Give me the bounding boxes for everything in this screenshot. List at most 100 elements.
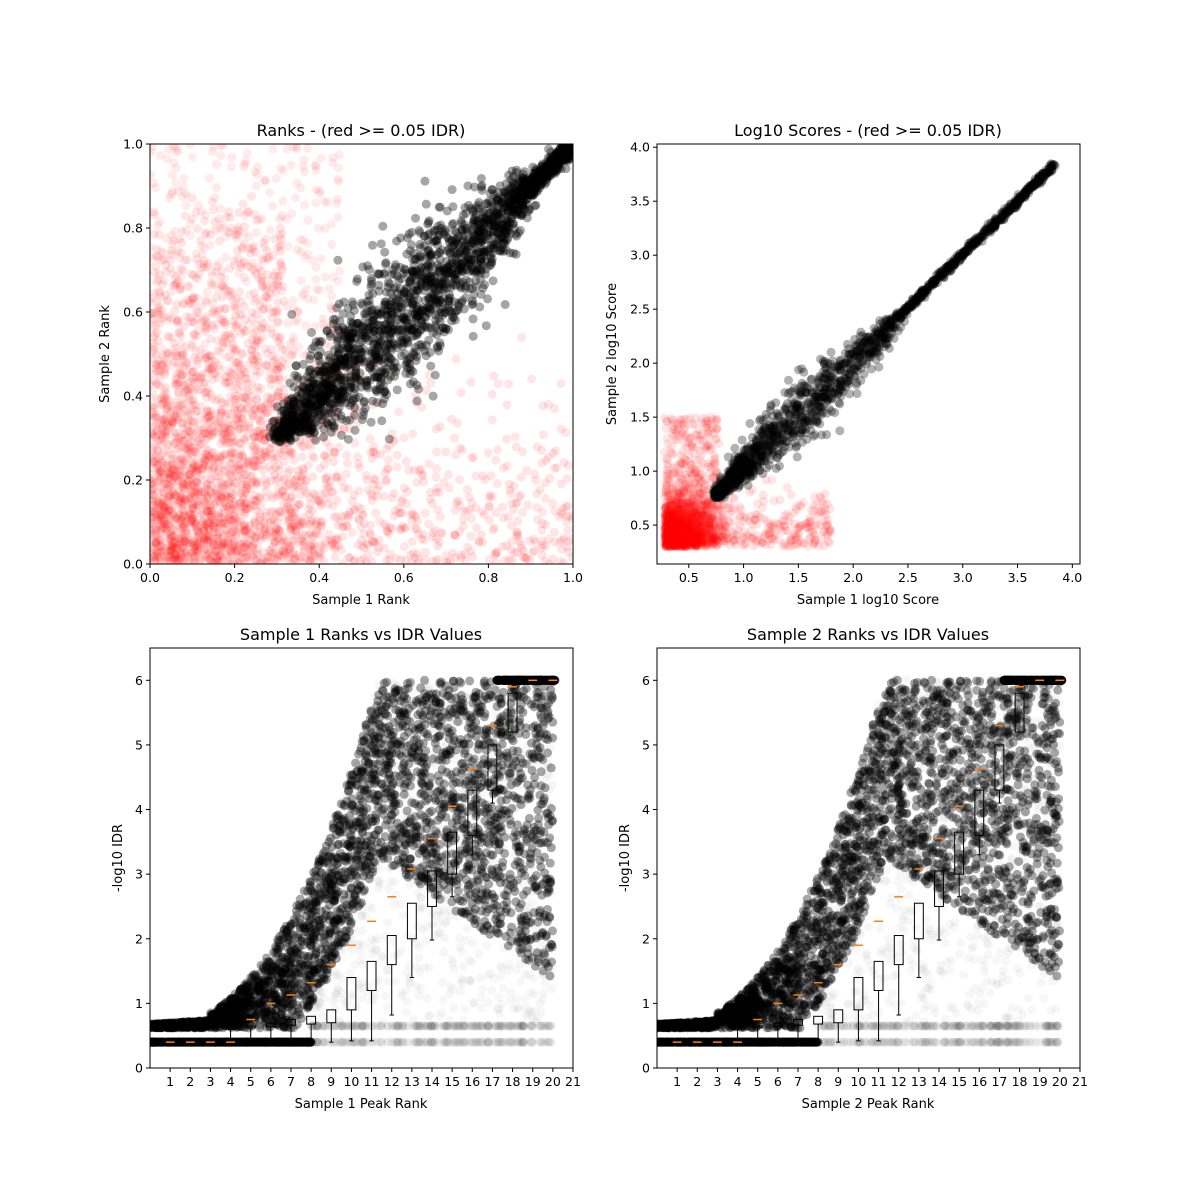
rank-point-red [198,525,208,535]
rank-point-red [225,450,235,460]
rank-point-red [150,401,158,411]
rank-point-black [345,400,355,410]
rank-point-red [167,333,177,343]
rank-point-red [195,345,205,355]
rank-point-red [517,507,527,517]
rank-point-red [150,552,159,562]
rank-point-red [172,351,182,361]
rank-point-red [161,529,171,539]
rank-point-red [165,511,175,521]
rank-point-red [246,550,256,560]
rank-point-red [212,558,222,564]
rank-point-red [239,519,249,529]
rank-point-red [202,262,212,272]
panel-ranks-points [150,144,573,564]
rank-point-red [164,396,174,406]
rank-point-red [557,507,567,517]
rank-point-red [381,475,391,485]
rank-point-red [150,458,159,468]
rank-point-red [191,346,201,356]
rank-point-red [374,481,384,491]
rank-point-red [273,415,283,425]
rank-point-red [567,552,573,562]
rank-point-red [274,436,284,446]
rank-point-red [157,524,167,534]
rank-point-red [222,433,232,443]
rank-point-red [181,494,191,504]
rank-point-black [434,202,444,212]
rank-point-black [561,164,571,174]
rank-point-red [282,537,292,547]
rank-point-red [188,510,198,520]
rank-point-red [260,553,270,563]
rank-point-red [153,309,163,319]
rank-point-red [450,433,460,443]
rank-point-red [312,525,322,535]
rank-point-red [228,527,238,537]
rank-point-red [441,551,451,561]
rank-point-red [463,484,473,494]
rank-point-red [367,491,377,501]
rank-point-red [232,485,242,495]
rank-point-red [231,421,241,431]
rank-point-red [247,379,257,389]
rank-point-red [267,276,277,286]
rank-point-red [349,505,359,515]
rank-point-red [203,539,213,549]
rank-point-red [182,530,192,540]
rank-point-red [208,551,218,561]
rank-point-red [179,380,189,390]
rank-point-red [177,531,187,541]
rank-point-red [158,350,168,360]
rank-point-red [389,488,399,498]
rank-point-red [160,370,170,380]
rank-point-red [181,496,191,506]
rank-point-red [188,459,198,469]
rank-point-red [291,525,301,535]
rank-point-red [540,556,550,564]
rank-point-red [234,460,244,470]
rank-point-red [231,311,241,321]
rank-point-red [353,540,363,550]
rank-point-red [379,543,389,553]
rank-point-red [216,405,226,415]
rank-point-red [208,521,218,531]
rank-point-red [177,515,187,525]
rank-point-red [172,437,182,447]
rank-point-red [254,447,264,457]
rank-point-red [210,279,220,289]
rank-point-red [164,332,174,342]
rank-point-red [178,182,188,192]
rank-point-red [313,551,323,561]
rank-point-red [441,447,451,457]
rank-point-red [199,537,209,547]
rank-point-red [271,267,281,277]
rank-point-red [204,356,214,366]
rank-point-red [157,458,167,468]
rank-point-black [376,239,386,249]
rank-point-red [252,309,262,319]
rank-point-red [176,331,186,341]
rank-point-red [451,354,461,364]
rank-point-red [248,471,258,481]
rank-point-red [199,263,209,273]
rank-point-black [350,410,360,420]
rank-point-red [240,543,250,553]
rank-point-red [538,430,548,440]
rank-point-black [432,341,442,351]
rank-point-red [241,542,251,552]
rank-point-red [437,528,447,538]
rank-point-red [278,196,288,206]
rank-point-black [374,269,384,279]
rank-point-red [251,490,261,500]
rank-point-red [224,409,234,419]
rank-point-red [506,521,516,531]
rank-point-red [171,491,181,501]
rank-point-red [219,504,229,514]
rank-point-red [185,481,195,491]
rank-point-red [234,207,244,217]
rank-point-red [215,557,225,564]
rank-point-red [235,498,245,508]
rank-point-red [153,477,163,487]
